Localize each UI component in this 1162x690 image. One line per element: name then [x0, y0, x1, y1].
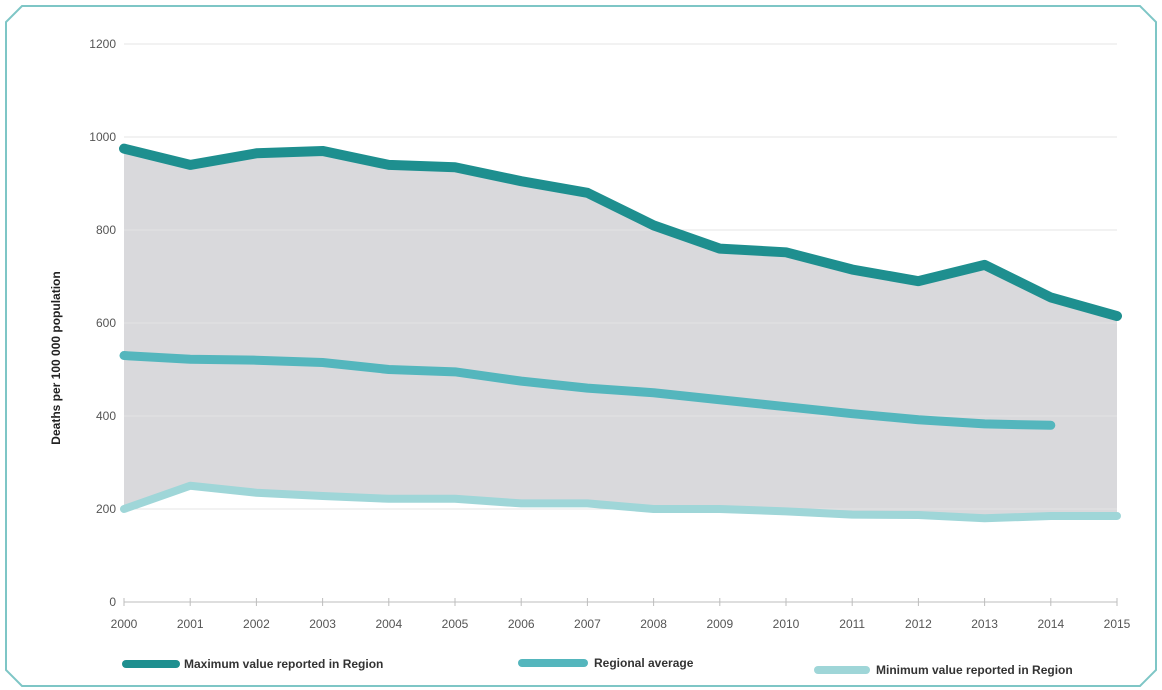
x-tick-label: 2008 [640, 617, 667, 631]
legend: Maximum value reported in Region Regional… [122, 656, 1073, 677]
y-axis: 0 200 400 600 800 1000 1200 [89, 37, 116, 609]
average-series-line [119, 351, 1056, 430]
min-series-line [120, 481, 1121, 523]
x-tick-label: 2001 [177, 617, 204, 631]
y-tick-label: 0 [109, 595, 116, 609]
x-tick-label: 2014 [1037, 617, 1064, 631]
x-tick-label: 2003 [309, 617, 336, 631]
legend-label: Maximum value reported in Region [184, 657, 383, 671]
range-band-area [124, 148, 1117, 519]
x-tick-label: 2009 [706, 617, 733, 631]
y-axis-title: Deaths per 100 000 population [49, 271, 63, 444]
y-tick-label: 400 [96, 409, 116, 423]
x-tick-label: 2000 [111, 617, 138, 631]
y-tick-label: 1200 [89, 37, 116, 51]
max-series-line [119, 143, 1122, 322]
chart-border [5, 5, 1157, 687]
legend-label: Regional average [594, 656, 694, 670]
x-tick-label: 2007 [574, 617, 601, 631]
range-band [124, 148, 1117, 519]
x-tick-label: 2012 [905, 617, 932, 631]
x-tick-label: 2005 [442, 617, 469, 631]
x-axis: 2000 2001 2002 2003 2004 2005 2006 2007 2008 2009… [111, 598, 1131, 631]
y-tick-label: 600 [96, 316, 116, 330]
y-tick-label: 800 [96, 223, 116, 237]
y-tick-label: 200 [96, 502, 116, 516]
x-tick-label: 2011 [839, 617, 865, 631]
x-tick-label: 2015 [1104, 617, 1131, 631]
x-tick-label: 2010 [773, 617, 800, 631]
series-lines [119, 143, 1122, 523]
x-tick-label: 2002 [243, 617, 270, 631]
legend-label: Minimum value reported in Region [876, 663, 1073, 677]
y-tick-label: 1000 [89, 130, 116, 144]
x-tick-label: 2013 [971, 617, 998, 631]
x-tick-label: 2006 [508, 617, 535, 631]
gridlines [124, 43, 1117, 510]
x-tick-label: 2004 [375, 617, 402, 631]
